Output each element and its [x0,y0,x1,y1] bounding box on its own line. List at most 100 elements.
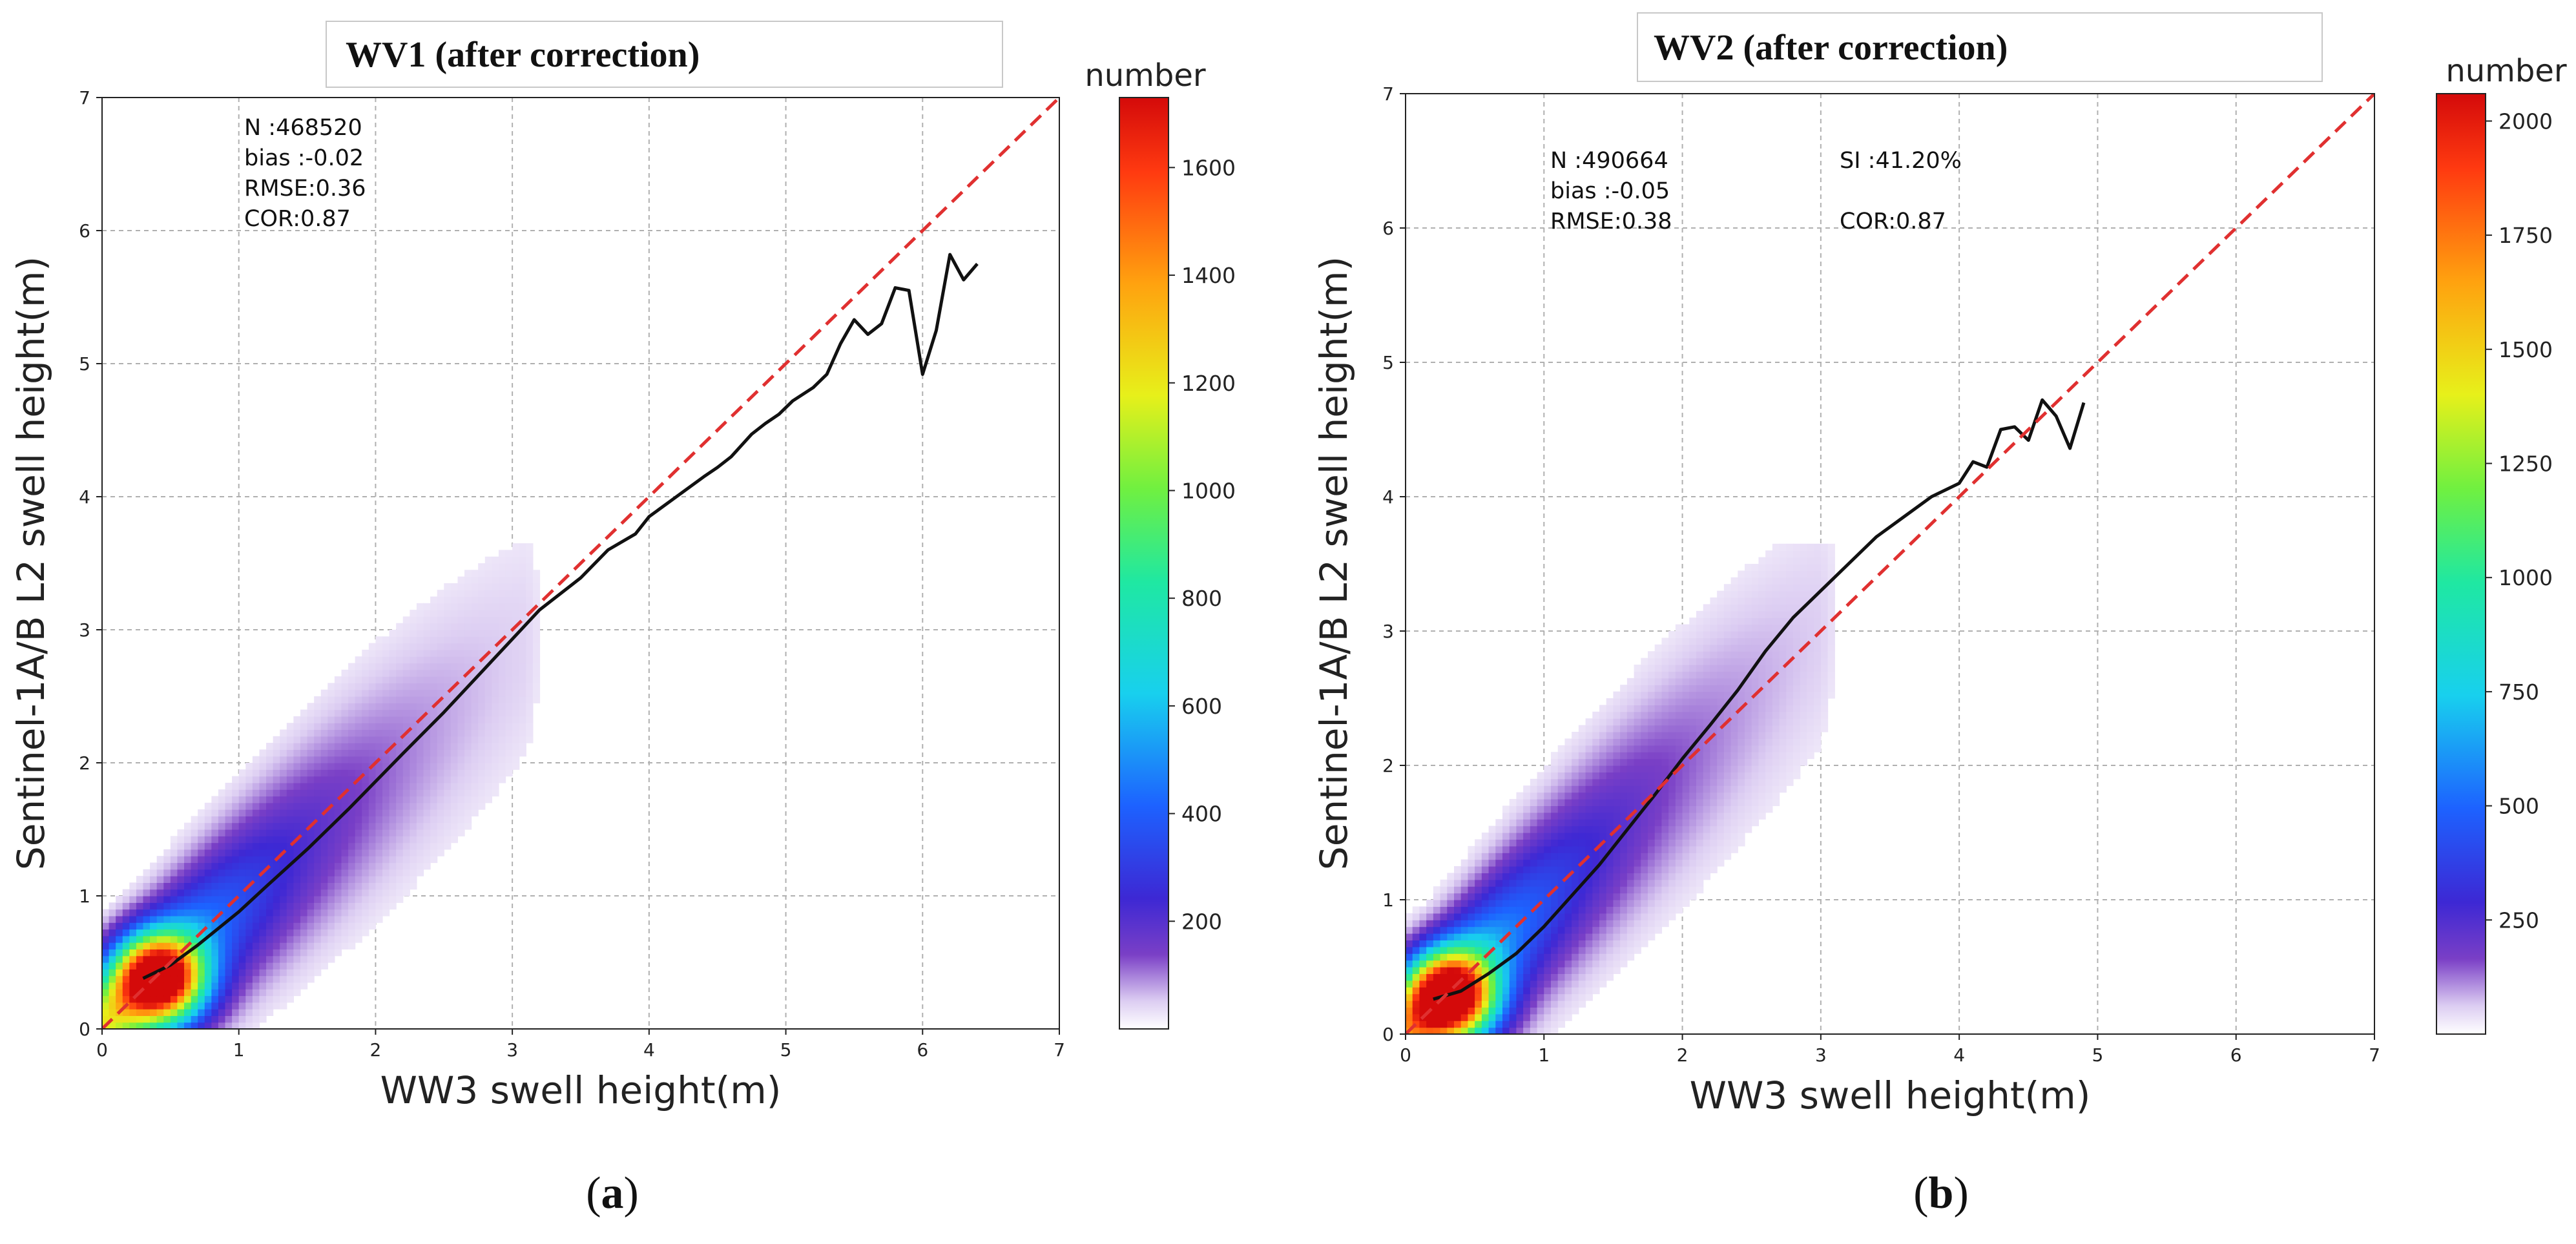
density-cell [116,935,123,943]
density-cell [1468,879,1475,887]
density-cell [1460,900,1469,907]
density-cell [1557,845,1566,853]
density-cell [1502,812,1510,820]
density-cell [1564,973,1572,981]
density-cell [320,743,328,750]
density-cell [526,630,534,637]
density-cell [1460,980,1469,988]
density-cell [492,789,499,797]
density-cell [1717,610,1725,618]
density-cell [252,816,260,824]
density-cell [129,1002,137,1010]
density-cell [1696,685,1704,692]
density-cell [437,709,444,717]
density-cell [1564,940,1572,948]
density-cell [266,776,274,783]
density-cell [1530,987,1538,995]
density-cell [1551,859,1559,867]
density-cell [293,902,301,910]
density-cell [1468,993,1475,1001]
density-cell [464,723,472,731]
density-cell [1717,825,1725,833]
density-cell [355,896,362,903]
density-cell [1516,812,1524,820]
density-cell [355,763,362,770]
density-cell [1626,732,1635,739]
density-cell [1412,1021,1420,1028]
density-cell [163,889,171,897]
density-cell [478,736,486,743]
density-cell [1606,799,1614,806]
density-cell [1620,772,1628,780]
density-cell [1426,926,1434,934]
density-cell [245,915,253,923]
density-cell [430,816,438,824]
density-cell [457,656,465,664]
density-cell [1537,866,1544,873]
density-cell [1530,859,1538,867]
density-cell [526,570,534,577]
density-cell [498,743,506,750]
density-cell [150,909,158,917]
density-cell [116,1002,123,1010]
density-cell [170,862,178,870]
density-cell [1682,665,1690,672]
density-cell [444,636,452,644]
density-cell [1468,946,1475,954]
density-cell [143,962,151,969]
density-cell [1682,718,1690,726]
density-cell [334,749,342,757]
density-cell [526,736,534,743]
density-cell [320,789,328,797]
density-cell [1772,590,1780,598]
density-cell [382,723,390,731]
density-cell [1779,610,1787,618]
density-cell [1572,946,1579,954]
density-cell [1689,685,1697,692]
density-cell [1495,886,1503,894]
density-cell [293,796,301,803]
density-cell [1807,671,1814,679]
density-cell [1641,859,1648,867]
density-cell [334,809,342,816]
density-cell [1682,691,1690,699]
density-cell [1599,825,1607,833]
density-cell [1564,805,1572,813]
density-cell [1481,853,1490,860]
density-cell [184,929,192,937]
density-cell [478,636,486,644]
density-cell [273,949,280,957]
density-cell [245,789,253,797]
density-cell [1648,873,1656,880]
density-cell [1572,993,1579,1001]
density-cell [1668,732,1676,739]
y-tick-label: 2 [1382,755,1394,776]
density-cell [300,763,308,770]
density-cell [1745,711,1752,719]
density-cell [423,829,431,836]
density-cell [457,736,465,743]
density-cell [109,975,116,983]
density-cell [1460,866,1469,873]
density-cell [150,962,158,969]
density-cell [1440,879,1448,887]
density-cell [444,623,452,630]
density-cell [266,882,274,890]
density-cell [1751,651,1760,659]
density-cell [1751,604,1760,612]
density-cell [1557,1000,1566,1008]
density-cell [1751,819,1760,827]
density-cell [1641,893,1648,900]
density-cell [1634,772,1641,780]
density-cell [109,929,116,937]
density-cell [177,1009,185,1016]
density-cell [280,856,287,864]
density-cell [211,896,219,903]
density-cell [307,909,315,917]
density-cell [341,942,349,949]
density-cell [143,896,151,903]
density-cell [368,842,377,850]
density-cell [273,749,280,757]
density-cell [1786,698,1794,705]
density-cell [1564,859,1572,867]
